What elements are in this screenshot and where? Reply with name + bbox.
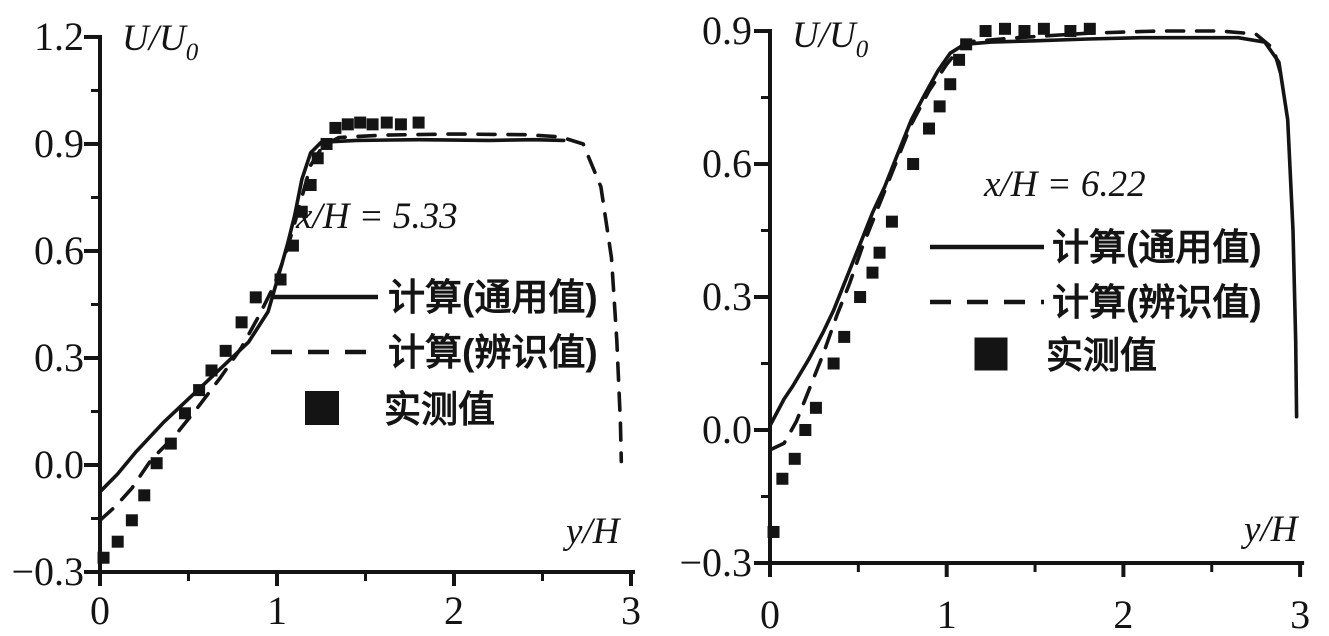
left-measured-point [235,316,248,329]
left-x-axis-title: y/H [562,511,622,552]
left-measured-point [380,116,393,129]
right-measured-point [799,424,812,436]
right-measured-point [809,401,822,414]
left-measured-point [249,291,262,304]
left-y-axis-title: U/U0 [122,18,199,66]
left-measured-point [354,116,367,129]
right-measured-point [1018,25,1031,38]
left-measured-point [150,457,163,470]
left-measured-point [295,205,308,218]
left-y-tick-label: 1.2 [34,14,84,59]
right-y-axis-title: U/U0 [792,15,869,63]
left-y-tick-label: 0.6 [34,228,84,273]
right-measured-point [907,158,920,171]
left-legend-label-solid: 计算(通用值) [388,277,598,318]
left-measured-point [286,239,299,252]
right-measured-point [788,452,801,465]
left-x-tick-label: 0 [90,588,110,633]
left-measured-points [97,116,425,564]
left-measured-point [219,344,232,357]
right-measured-point [999,22,1012,35]
left-measured-point [193,384,206,397]
right-y-tick-label: 0.3 [702,274,752,319]
left-measured-point [341,118,354,131]
right-x-tick-label: 2 [1113,592,1133,636]
right-measured-point [854,291,867,304]
right-measured-point [953,53,966,66]
right-x-tick-label: 1 [937,592,957,636]
right-measured-point [866,266,879,279]
left-measured-point [320,137,333,150]
left-y-tick-label: 0.0 [34,442,84,487]
right-measured-point [776,472,789,485]
left-dashed-curve [98,132,624,523]
left-measured-point [329,121,342,134]
left-legend-label-measured: 实测值 [384,389,495,430]
right-legend-square-marker [974,337,1008,371]
right-y-tick-label: 0.9 [702,8,752,53]
right-solid-curve [768,35,1299,428]
left-measured-point [304,178,317,191]
left-measured-point [164,437,177,450]
right-annotation: x/H = 6.22 [983,164,1146,205]
right-measured-point [838,330,851,343]
left-measured-point [311,152,324,165]
left-measured-point [97,551,110,564]
left-measured-point [366,118,379,131]
left-measured-point [111,535,124,548]
left-legend-square-marker [305,391,339,425]
left-legend: 计算(通用值) 计算(辨识值) 实测值 [271,277,598,430]
right-x-tick-label: 3 [1290,592,1310,636]
right-measured-point [979,25,992,38]
right-x-tick-label: 0 [760,592,780,636]
left-x-tick-label: 2 [444,588,464,633]
right-y-axis-title-subscript: 0 [856,36,869,63]
left-measured-point [394,118,407,131]
left-x-tick-label: 3 [621,588,641,633]
right-measured-point [827,357,840,370]
right-x-axis-title: y/H [1240,509,1300,550]
right-chart: −0.3 0.0 0.3 0.6 0.9 0 1 2 3 U/U0 y/H x/H = 6.22 计算(… [679,8,1310,636]
right-measured-point [767,525,780,538]
right-legend-label-dashed: 计算(辨识值) [1052,282,1262,323]
right-measured-points [767,22,1096,538]
left-x-tick-label: 1 [267,588,287,633]
right-y-tick-label: 0.6 [702,141,752,186]
left-measured-point [178,407,191,420]
right-measured-point [873,246,886,259]
right-legend-label-measured: 实测值 [1046,335,1157,376]
right-measured-point [933,100,946,113]
left-measured-point [138,489,151,502]
right-legend-label-solid: 计算(通用值) [1052,227,1262,268]
right-legend: 计算(通用值) 计算(辨识值) 实测值 [930,227,1262,376]
right-measured-point [1064,25,1077,38]
left-measured-point [412,116,425,129]
right-y-tick-label: 0.0 [702,407,752,452]
left-measured-point [125,514,138,527]
left-y-tick-label: 0.3 [34,335,84,380]
right-measured-point [923,122,936,135]
right-measured-point [1083,22,1096,35]
left-annotation: x/H = 5.33 [295,196,458,237]
right-measured-point [960,38,973,51]
left-measured-point [274,273,287,286]
left-y-tick-label: −0.3 [11,549,84,594]
right-measured-point [1037,22,1050,35]
left-legend-label-dashed: 计算(辨识值) [388,332,598,373]
right-dashed-curve [768,29,1285,452]
left-measured-point [205,364,218,377]
left-y-axis-title-subscript: 0 [186,39,199,66]
left-y-tick-label: 0.9 [34,121,84,166]
right-y-tick-label: −0.3 [679,540,752,585]
right-measured-point [944,78,957,91]
right-measured-point [885,215,898,228]
left-chart: −0.3 0.0 0.3 0.6 0.9 1.2 0 1 2 3 U/U0 y/H x/H = 5.33… [11,14,641,633]
